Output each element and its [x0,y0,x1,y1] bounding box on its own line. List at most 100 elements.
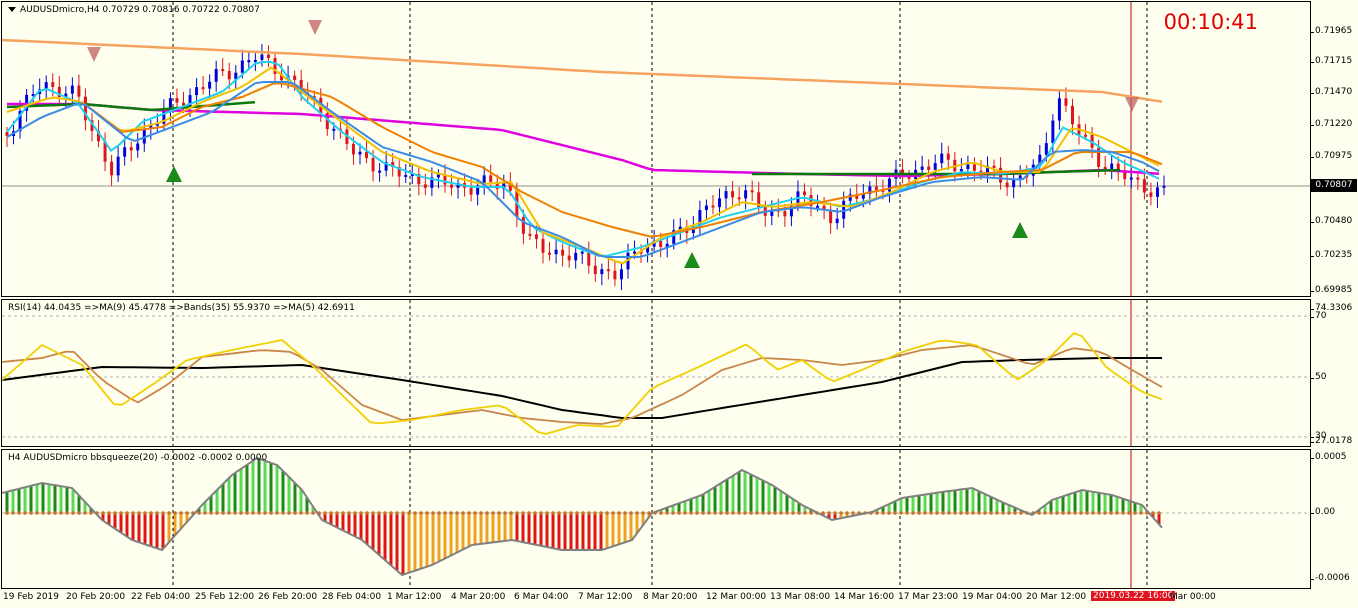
squeeze-dot [1055,511,1059,515]
candle-body [123,147,127,157]
candle-body [83,96,87,121]
candle-body [1110,163,1114,170]
candle-body [613,270,617,280]
candle-body [502,183,506,190]
squeeze-dot [473,511,477,515]
squeeze-dot [563,511,567,515]
squeeze-dot [605,511,609,515]
squeeze-dot [479,511,483,515]
candle-body [260,54,264,60]
time-axis-label: 14 Mar 16:00 [834,592,895,602]
rsi-line [2,331,1163,435]
rsi-pane[interactable]: RSI(14) 44.0435 =>MA(9) 45.4778 =>Bands(… [1,299,1311,447]
candle-body [724,191,728,199]
squeeze-dot [719,511,723,515]
candle-body [606,269,610,272]
candle-body [816,205,820,208]
squeeze-dot [953,511,957,515]
squeeze-dot [1043,511,1047,515]
price-axis-label: 0.69985 [1310,285,1353,295]
squeeze-dot [59,511,63,515]
squeeze-dot [617,511,621,515]
squeeze-dot [1133,511,1137,515]
squeeze-dot [749,511,753,515]
rsi-bands-line [2,357,1162,419]
squeeze-dot [743,511,747,515]
squeeze-dot [971,511,975,515]
candle-body [691,226,695,234]
ma-magenta-line [7,102,1160,178]
rsi-axis-30: 30 [1310,431,1327,441]
squeeze-dot [263,511,267,515]
time-axis-label: 19 Mar 04:00 [962,592,1023,602]
candle-body [1070,105,1074,125]
time-axis-label: 4 Mar 20:00 [451,592,506,602]
rsi-axis[interactable]: 74.3306 70 50 30 27.0178 [1310,299,1358,447]
squeeze-dot [377,511,381,515]
squeeze-dot [77,511,81,515]
candle-body [711,205,715,208]
squeeze-dot [389,511,393,515]
squeeze-dot [635,511,639,515]
squeeze-dot [659,511,663,515]
squeeze-dot [185,511,189,515]
price-chart-pane[interactable]: AUDUSDmicro,H4 0.70729 0.70816 0.70722 0… [1,1,1311,297]
time-axis-label: 25 Feb 12:00 [195,592,255,602]
main-chart-title: AUDUSDmicro,H4 0.70729 0.70816 0.70722 0… [8,5,260,15]
squeeze-dot [701,511,705,515]
squeeze-dot [647,511,651,515]
candle-body [737,197,741,200]
ma-long-line [2,38,1163,103]
rsi-axis-50: 50 [1310,372,1327,382]
candle-body [142,128,146,144]
squeeze-dot [935,511,939,515]
candle-body [920,166,924,170]
bbsqueeze-axis[interactable]: 0.0005 0.00 -0.0006 [1310,449,1358,589]
candle-body [449,184,453,188]
ma-green-line [6,100,256,112]
squeeze-dot [131,511,135,515]
squeeze-dot [179,511,183,515]
candle-body [933,163,937,170]
squeeze-dot [419,511,423,515]
squeeze-dot [995,511,999,515]
squeeze-dot [245,511,249,515]
candle-body [469,187,473,195]
time-label-last: Mar 00:00 [1170,592,1216,602]
candle-body [887,178,891,192]
candle-body [1038,154,1042,165]
candle-body [1097,147,1101,167]
squeeze-dot [551,511,555,515]
time-axis-label: 26 Feb 20:00 [258,592,318,602]
squeeze-dot [89,511,93,515]
candle-body [1064,98,1068,106]
momentum-outline [2,456,1163,577]
time-axis-label: 12 Mar 00:00 [706,592,767,602]
rsi-canvas [2,300,1310,446]
collapse-triangle-icon[interactable] [8,7,16,12]
candle-body [234,72,238,80]
squeeze-dot [1085,511,1089,515]
time-axis[interactable]: 2019.03.22 16:00 Mar 00:00 19 Feb 2019 20… [0,589,1358,608]
squeeze-dot [365,511,369,515]
candle-body [587,251,591,266]
bbsqueeze-pane[interactable]: H4 AUDUSDmicro bbsqueeze(20) -0.0002 -0.… [1,449,1311,589]
candle-body [181,102,185,107]
time-axis-label: 8 Mar 20:00 [643,592,698,602]
squeeze-dot [1157,511,1161,515]
squeeze-dot [5,511,9,515]
price-axis[interactable]: 0.719650.717150.714700.712200.709750.707… [1310,1,1358,297]
candle-body [495,181,499,190]
candle-body [1123,170,1127,180]
candle-body [1051,120,1055,144]
squeeze-dot [485,511,489,515]
time-axis-label: 20 Feb 20:00 [66,592,126,602]
squeeze-dot [707,511,711,515]
candle-body [1136,177,1140,180]
squeeze-dot [125,511,129,515]
squeeze-dot [1103,511,1107,515]
squeeze-dot [923,511,927,515]
candle-body [443,174,447,185]
squeeze-dot [821,511,825,515]
squeeze-dot [593,511,597,515]
